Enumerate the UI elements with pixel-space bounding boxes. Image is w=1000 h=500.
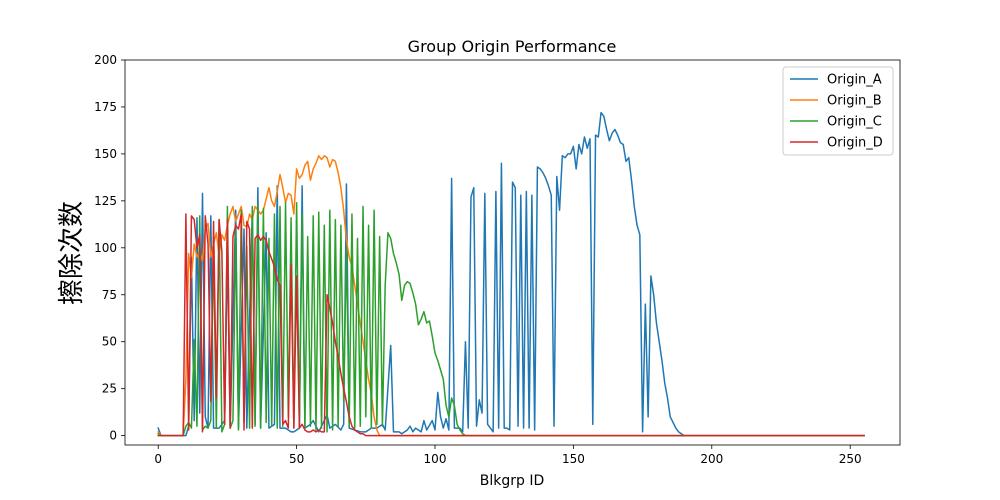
y-tick-label: 100 bbox=[94, 241, 117, 255]
y-tick-label: 200 bbox=[94, 53, 117, 67]
legend: Origin_A Origin_B Origin_C Origin_D bbox=[782, 66, 894, 156]
legend-label: Origin_B bbox=[827, 94, 882, 109]
y-tick-label: 50 bbox=[102, 335, 117, 349]
x-axis-ticks: 0 50 100 150 200 250 bbox=[154, 445, 862, 466]
x-axis-label: Blkgrp ID bbox=[480, 473, 545, 489]
legend-box bbox=[782, 66, 894, 156]
x-tick-label: 0 bbox=[154, 452, 162, 466]
y-tick-label: 25 bbox=[102, 382, 117, 396]
x-tick-label: 200 bbox=[700, 452, 723, 466]
y-tick-label: 0 bbox=[109, 429, 117, 443]
x-tick-label: 100 bbox=[424, 452, 447, 466]
y-axis-ticks: 0 25 50 75 100 125 150 175 200 bbox=[94, 53, 125, 443]
x-tick-label: 150 bbox=[562, 452, 585, 466]
legend-label: Origin_A bbox=[827, 73, 882, 88]
plot-series bbox=[157, 111, 865, 437]
plot-frame bbox=[124, 59, 901, 446]
legend-label: Origin_C bbox=[827, 115, 882, 130]
series-line-3 bbox=[157, 201, 865, 437]
x-tick-label: 250 bbox=[839, 452, 862, 466]
y-tick-label: 125 bbox=[94, 194, 117, 208]
y-tick-label: 75 bbox=[102, 288, 117, 302]
x-tick-label: 50 bbox=[289, 452, 304, 466]
chart-title: Group Origin Performance bbox=[408, 37, 617, 56]
y-tick-label: 175 bbox=[94, 100, 117, 114]
y-tick-label: 150 bbox=[94, 147, 117, 161]
y-axis-label: 擦除次数 bbox=[57, 201, 87, 305]
legend-label: Origin_D bbox=[827, 136, 883, 151]
series-line-4 bbox=[157, 213, 865, 437]
